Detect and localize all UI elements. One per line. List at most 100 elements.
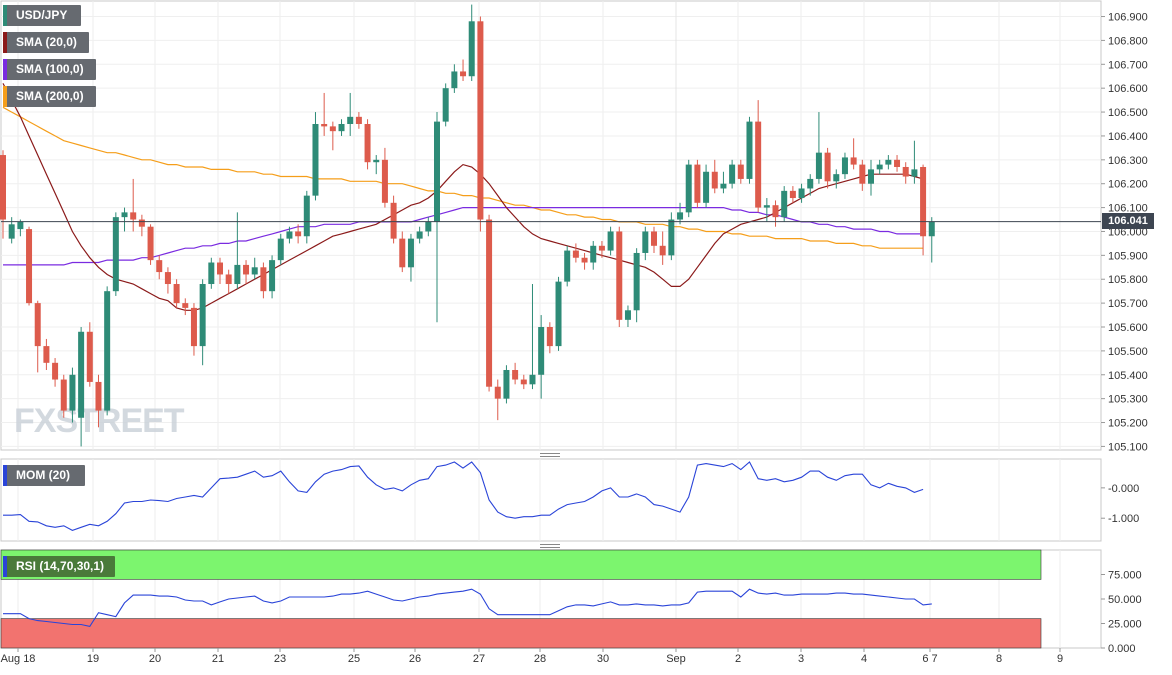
legend-sma200[interactable]: SMA (200,0) xyxy=(3,86,96,107)
candle-body xyxy=(173,284,180,304)
candle-body xyxy=(460,71,467,77)
candle-body xyxy=(520,379,527,385)
candle-body xyxy=(295,231,302,237)
candle-body xyxy=(164,272,171,285)
y-tick-label-11: 105.800 xyxy=(1108,274,1148,286)
y-tick-label-3: 106.600 xyxy=(1108,83,1148,95)
rsi-tick-label-0: 75.000 xyxy=(1108,570,1142,582)
candle-body xyxy=(190,307,197,347)
candle-body xyxy=(373,159,380,163)
candle-body xyxy=(798,188,805,199)
candle-body xyxy=(338,123,345,132)
rsi-line xyxy=(3,588,932,628)
sma200-line xyxy=(2,106,924,249)
candle-body xyxy=(494,386,501,399)
candle-body xyxy=(208,262,215,285)
candle-body xyxy=(763,205,770,208)
legend-sma20[interactable]: SMA (20,0) xyxy=(3,32,89,53)
candle-body xyxy=(86,331,93,382)
candle-body xyxy=(598,245,605,251)
candle-body xyxy=(824,152,831,182)
candle-body xyxy=(147,226,154,261)
candle-body xyxy=(841,157,848,175)
candle-body xyxy=(486,219,493,387)
candle-body xyxy=(416,231,423,239)
y-tick-label-8: 106.100 xyxy=(1108,203,1148,215)
price-panel xyxy=(0,0,1102,451)
candle-body xyxy=(451,71,458,89)
y-tick-label-15: 105.400 xyxy=(1108,370,1148,382)
y-tick-label-16: 105.300 xyxy=(1108,394,1148,406)
candle-body xyxy=(833,174,840,182)
rsi-overbought-zone xyxy=(0,549,1042,580)
x-tick-label-1: 19 xyxy=(87,653,99,665)
legend-usdjpy[interactable]: USD/JPY xyxy=(3,5,81,26)
legend-sma200-swatch xyxy=(3,86,7,107)
candle-body xyxy=(781,190,788,218)
candle-body xyxy=(894,159,901,167)
candle-body xyxy=(651,231,657,246)
candle-body xyxy=(138,219,145,227)
candle-body xyxy=(390,202,397,239)
x-tick-label-8: 28 xyxy=(534,653,546,665)
candle-body xyxy=(60,379,67,411)
candle-body xyxy=(772,205,779,218)
candle-body xyxy=(112,217,119,292)
y-tick-label-18: 105.100 xyxy=(1108,441,1148,453)
y-tick-label-12: 105.700 xyxy=(1108,298,1148,310)
candle-body xyxy=(434,121,440,222)
legend-sma200-label: SMA (200,0) xyxy=(16,89,84,103)
y-tick-label-10: 105.900 xyxy=(1108,250,1148,262)
y-tick-label-5: 106.400 xyxy=(1108,131,1148,143)
candle-body xyxy=(468,21,475,77)
legend-sma20-label: SMA (20,0) xyxy=(16,35,77,49)
x-tick-label-15: 8 xyxy=(996,653,1002,665)
x-tick-label-2: 20 xyxy=(149,653,161,665)
candle-body xyxy=(121,212,128,218)
legend-rsi[interactable]: RSI (14,70,30,1) xyxy=(3,556,115,577)
candle-body xyxy=(581,257,588,263)
y-tick-label-9: 106.000 xyxy=(1108,226,1148,238)
candle-body xyxy=(529,374,536,385)
candle-body xyxy=(234,264,241,285)
sma100-line xyxy=(3,207,924,266)
legend-mom-swatch xyxy=(3,465,7,486)
candle-body xyxy=(902,166,909,177)
candle-body xyxy=(503,369,510,399)
candle-body xyxy=(668,219,675,256)
candle-body xyxy=(399,238,406,268)
candle-body xyxy=(425,221,432,232)
legend-usdjpy-label: USD/JPY xyxy=(16,8,68,22)
candle-body xyxy=(607,231,614,251)
legend-sma100[interactable]: SMA (100,0) xyxy=(3,59,96,80)
mom-tick-label-1: -1.000 xyxy=(1108,513,1139,525)
candle-body xyxy=(616,231,623,320)
candle-body xyxy=(95,381,102,411)
x-tick-label-12: 3 xyxy=(798,653,804,665)
y-tick-label-6: 106.300 xyxy=(1108,155,1148,167)
candle-body xyxy=(920,166,927,237)
legend-mom-label: MOM (20) xyxy=(16,468,70,482)
candle-body xyxy=(815,152,822,179)
candle-body xyxy=(312,123,319,196)
candle-body xyxy=(260,267,267,292)
candle-body xyxy=(26,229,33,304)
candle-body xyxy=(711,171,718,189)
legend-mom[interactable]: MOM (20) xyxy=(3,465,85,486)
y-tick-label-13: 105.600 xyxy=(1108,322,1148,334)
candle-body xyxy=(850,157,857,165)
rsi-tick-label-2: 25.000 xyxy=(1108,619,1142,631)
candle-body xyxy=(876,164,883,170)
y-tick-label-7: 106.200 xyxy=(1108,179,1148,191)
y-tick-label-4: 106.500 xyxy=(1108,107,1148,119)
candle-body xyxy=(538,327,545,375)
rsi-tick-label-1: 50.000 xyxy=(1108,594,1142,606)
candle-body xyxy=(217,262,223,275)
candle-body xyxy=(329,126,336,132)
candle-body xyxy=(355,116,362,124)
candle-body xyxy=(737,164,744,179)
x-tick-label-0: Aug 18 xyxy=(1,653,36,665)
candle-body xyxy=(52,362,59,380)
